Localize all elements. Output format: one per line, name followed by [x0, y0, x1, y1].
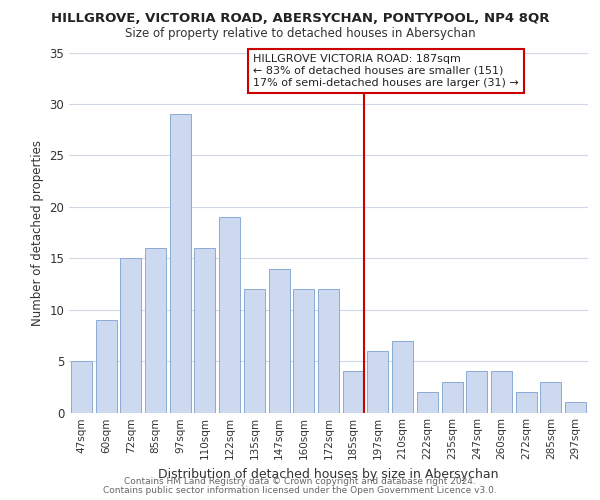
Bar	[95, 320, 116, 412]
Bar	[491, 372, 512, 412]
Bar	[541, 382, 562, 412]
Bar	[145, 248, 166, 412]
Text: HILLGROVE VICTORIA ROAD: 187sqm
← 83% of detached houses are smaller (151)
17% o: HILLGROVE VICTORIA ROAD: 187sqm ← 83% of…	[253, 54, 519, 88]
Text: HILLGROVE, VICTORIA ROAD, ABERSYCHAN, PONTYPOOL, NP4 8QR: HILLGROVE, VICTORIA ROAD, ABERSYCHAN, PO…	[51, 12, 549, 26]
Bar	[565, 402, 586, 412]
Bar	[392, 340, 413, 412]
Bar	[194, 248, 215, 412]
Bar	[120, 258, 141, 412]
Text: Contains public sector information licensed under the Open Government Licence v3: Contains public sector information licen…	[103, 486, 497, 495]
Bar	[516, 392, 537, 412]
Bar	[417, 392, 438, 412]
Bar	[293, 289, 314, 412]
Bar	[318, 289, 339, 412]
Bar	[170, 114, 191, 412]
Bar	[343, 372, 364, 412]
X-axis label: Distribution of detached houses by size in Abersychan: Distribution of detached houses by size …	[158, 468, 499, 481]
Bar	[442, 382, 463, 412]
Bar	[219, 217, 240, 412]
Bar	[244, 289, 265, 412]
Text: Contains HM Land Registry data © Crown copyright and database right 2024.: Contains HM Land Registry data © Crown c…	[124, 477, 476, 486]
Bar	[367, 351, 388, 412]
Bar	[71, 361, 92, 412]
Text: Size of property relative to detached houses in Abersychan: Size of property relative to detached ho…	[125, 28, 475, 40]
Bar	[466, 372, 487, 412]
Y-axis label: Number of detached properties: Number of detached properties	[31, 140, 44, 326]
Bar	[269, 268, 290, 412]
